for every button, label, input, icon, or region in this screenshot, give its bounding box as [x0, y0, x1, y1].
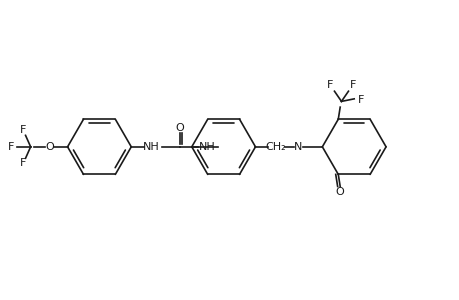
Text: CH₂: CH₂ — [265, 142, 285, 152]
Text: NH: NH — [199, 142, 216, 152]
Text: NH: NH — [143, 142, 160, 152]
Text: O: O — [175, 123, 184, 133]
Text: F: F — [8, 142, 15, 152]
Text: F: F — [326, 80, 332, 91]
Text: O: O — [335, 187, 344, 197]
Text: N: N — [293, 142, 302, 152]
Text: F: F — [357, 95, 363, 105]
Text: O: O — [45, 142, 54, 152]
Text: F: F — [20, 158, 26, 168]
Text: F: F — [349, 80, 355, 91]
Text: F: F — [20, 125, 26, 135]
